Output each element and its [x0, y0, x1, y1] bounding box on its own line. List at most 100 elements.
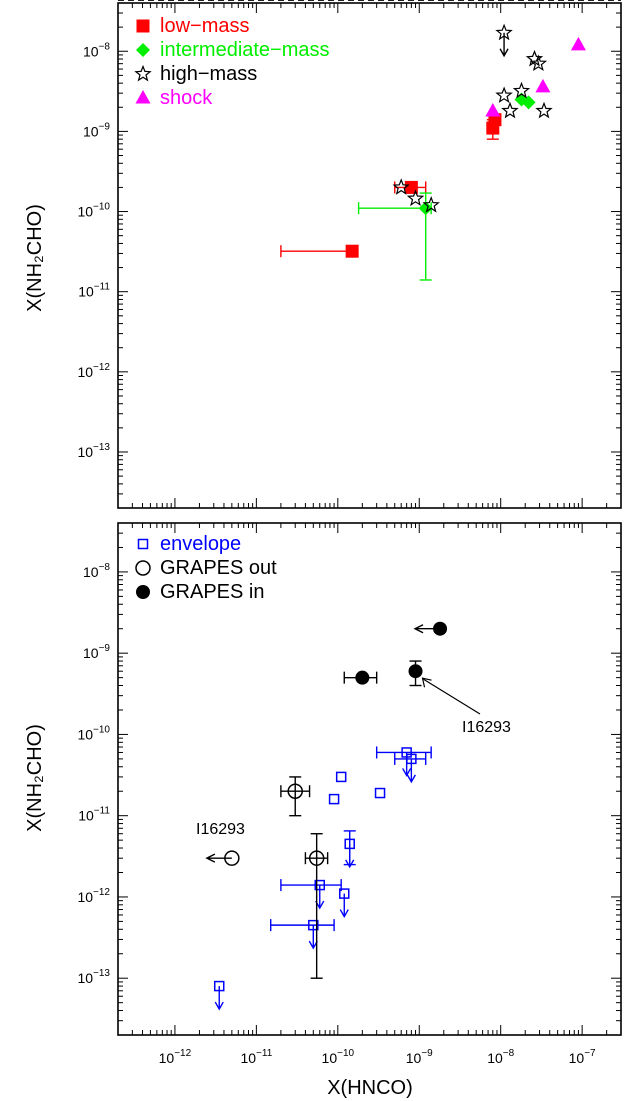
tick-exponent: −11	[256, 1048, 273, 1059]
tick-exponent: −12	[93, 362, 110, 373]
series-envelope	[213, 746, 432, 1011]
y-tick-label: 10−9	[83, 121, 110, 139]
bottom-x-tick-labels: 10−12 10−11 10−10 10−9 10−8 10−7	[159, 1048, 596, 1066]
data-point	[392, 178, 410, 195]
tick-base: 10	[77, 970, 93, 986]
y-tick-label: 10−9	[83, 643, 110, 661]
top-panel-ticks	[117, 2, 622, 509]
tick-exponent: −10	[337, 1048, 354, 1059]
data-point	[344, 838, 355, 850]
tick-exponent: −9	[99, 121, 111, 132]
legend-label: GRAPES out	[160, 557, 277, 579]
y-tick-label: 10−12	[77, 887, 110, 905]
tick-base: 10	[83, 123, 99, 139]
y-tick-label: 10−10	[77, 724, 110, 742]
bottom-panel-ticks	[117, 522, 622, 1036]
legend-label: intermediate−mass	[160, 39, 330, 61]
y-tick-label: 10−12	[77, 362, 110, 380]
data-point	[224, 850, 240, 866]
legend-label: low−mass	[160, 15, 249, 37]
top-panel-frame	[117, 2, 622, 509]
x-tick-label: 10−8	[487, 1048, 514, 1066]
tick-base: 10	[77, 889, 93, 905]
upper-limit-arrowhead	[406, 774, 416, 784]
limit-arrowhead	[413, 624, 424, 634]
data-point	[213, 980, 225, 992]
x-tick-label: 10−7	[569, 1048, 596, 1066]
tick-base: 10	[78, 808, 94, 824]
legend-label: shock	[160, 87, 213, 109]
data-point	[495, 23, 513, 41]
data-point	[328, 793, 340, 805]
tick-exponent: −13	[93, 968, 110, 979]
x-tick-label: 10−10	[322, 1048, 355, 1066]
bottom-panel-frame	[117, 522, 622, 1036]
x-tick-label: 10−11	[240, 1048, 272, 1066]
data-point	[525, 49, 544, 67]
tick-base: 10	[406, 1050, 422, 1066]
data-point	[418, 201, 433, 216]
tick-exponent: −12	[174, 1048, 191, 1059]
data-point	[529, 54, 548, 72]
series-grapes-out	[205, 776, 329, 979]
data-point	[355, 670, 370, 685]
tick-base: 10	[83, 645, 99, 661]
tick-base: 10	[77, 364, 93, 380]
limit-arrowhead	[205, 853, 216, 863]
bottom-panel-marks	[205, 621, 448, 1011]
upper-limit-arrowhead	[308, 940, 318, 950]
y-tick-label: 10−8	[83, 562, 110, 580]
y-tick-label: 10−11	[78, 806, 110, 824]
data-point	[535, 78, 551, 93]
data-point	[339, 888, 350, 899]
annotation-arrow	[423, 678, 481, 715]
x-tick-label: 10−12	[159, 1048, 192, 1066]
tick-base: 10	[240, 1050, 256, 1066]
data-point	[308, 919, 319, 931]
tick-exponent: −7	[584, 1048, 596, 1059]
legend-marker	[137, 538, 149, 550]
tick-exponent: −11	[94, 806, 111, 817]
series-high-mass	[392, 23, 553, 213]
data-point	[406, 189, 425, 207]
tick-exponent: −9	[99, 643, 111, 654]
data-point	[570, 36, 586, 51]
annotation-label: I16293	[462, 719, 511, 736]
data-point	[495, 86, 513, 103]
series-grapes-in	[343, 621, 448, 687]
tick-base: 10	[159, 1050, 175, 1066]
legend-marker	[136, 43, 150, 57]
tick-base: 10	[78, 284, 94, 300]
data-point	[433, 621, 448, 636]
bottom-x-axis-title: X(HNCO)	[327, 1077, 413, 1099]
annotation-label: I16293	[196, 821, 245, 838]
tick-base: 10	[77, 726, 93, 742]
legend-marker	[135, 90, 151, 104]
y-tick-label: 10−11	[78, 282, 110, 300]
series-low-mass	[280, 113, 502, 258]
data-point	[314, 879, 325, 891]
tick-base: 10	[569, 1050, 585, 1066]
data-point	[512, 81, 531, 99]
upper-limit-arrowhead	[339, 909, 349, 918]
y-tick-label: 10−13	[77, 968, 110, 986]
legend-label: envelope	[160, 533, 241, 555]
tick-exponent: −8	[503, 1048, 515, 1059]
data-point	[287, 783, 303, 799]
legend-marker	[134, 64, 152, 82]
data-point	[308, 850, 325, 866]
data-point	[521, 95, 536, 110]
x-tick-label: 10−9	[406, 1048, 433, 1066]
top-panel-marks	[280, 23, 586, 281]
legend-marker	[135, 560, 151, 576]
tick-exponent: −10	[93, 724, 110, 735]
data-point	[535, 101, 553, 119]
upper-limit-arrowhead	[499, 48, 509, 58]
data-point	[335, 771, 347, 783]
data-point	[408, 664, 423, 679]
